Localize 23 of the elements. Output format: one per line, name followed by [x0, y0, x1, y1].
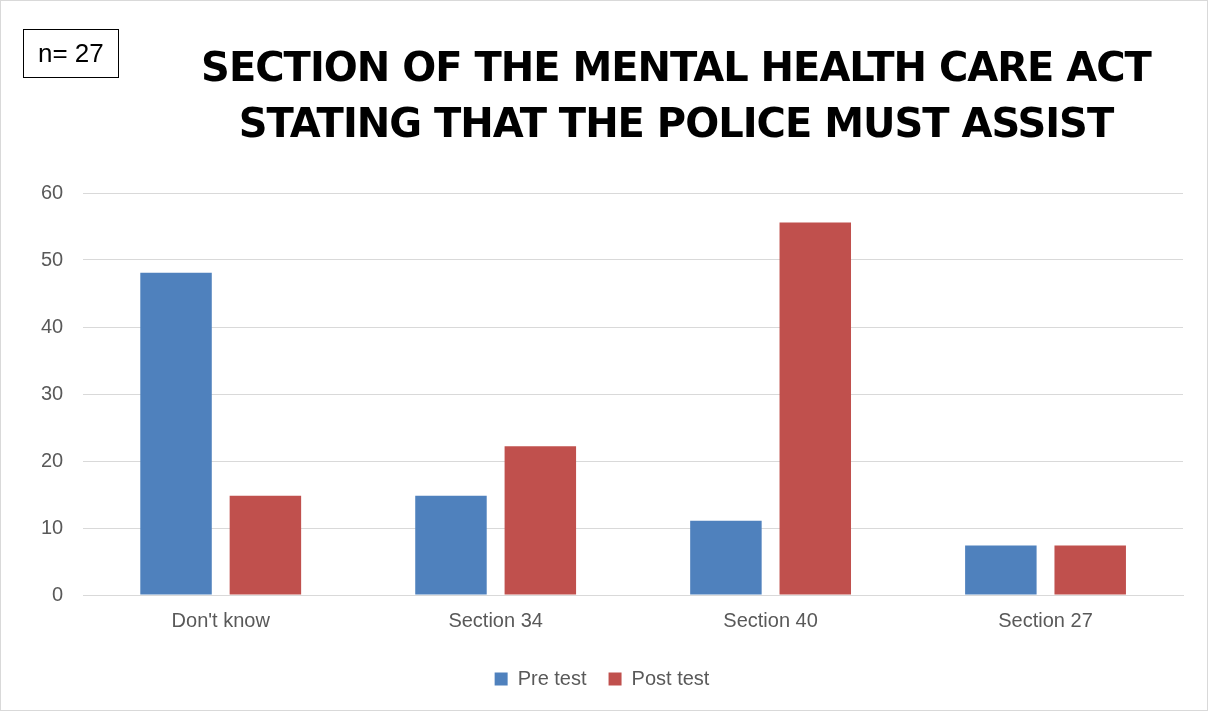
y-tick-label: 60	[41, 180, 64, 203]
y-tick-label: 10	[41, 515, 64, 538]
bar	[229, 495, 302, 595]
legend-label: Pre test	[517, 666, 587, 689]
bar	[504, 446, 577, 595]
y-tick-label: 50	[41, 247, 64, 270]
y-tick-label: 40	[41, 314, 64, 337]
text: n= 27	[23, 29, 119, 78]
chart-title: SECTION OF THE MENTAL HEALTH CARE ACT STATING THAT THE POLICE MUST ASSIST	[200, 43, 1153, 148]
x-tick-label: Section 40	[723, 608, 818, 631]
y-tick-label: 20	[41, 448, 64, 471]
y-tick-label: 0	[52, 582, 64, 605]
y-tick-label: 30	[41, 381, 64, 404]
bar	[415, 495, 487, 595]
bar	[140, 272, 212, 595]
x-tick-label: Section 27	[998, 608, 1093, 631]
bar	[690, 520, 762, 595]
bar	[965, 545, 1037, 595]
bar	[1054, 545, 1126, 595]
legend-label: Post test	[631, 666, 710, 689]
x-tick-label: Don't know	[171, 608, 271, 631]
x-tick-label: Section 34	[448, 608, 543, 631]
bar	[779, 222, 852, 595]
